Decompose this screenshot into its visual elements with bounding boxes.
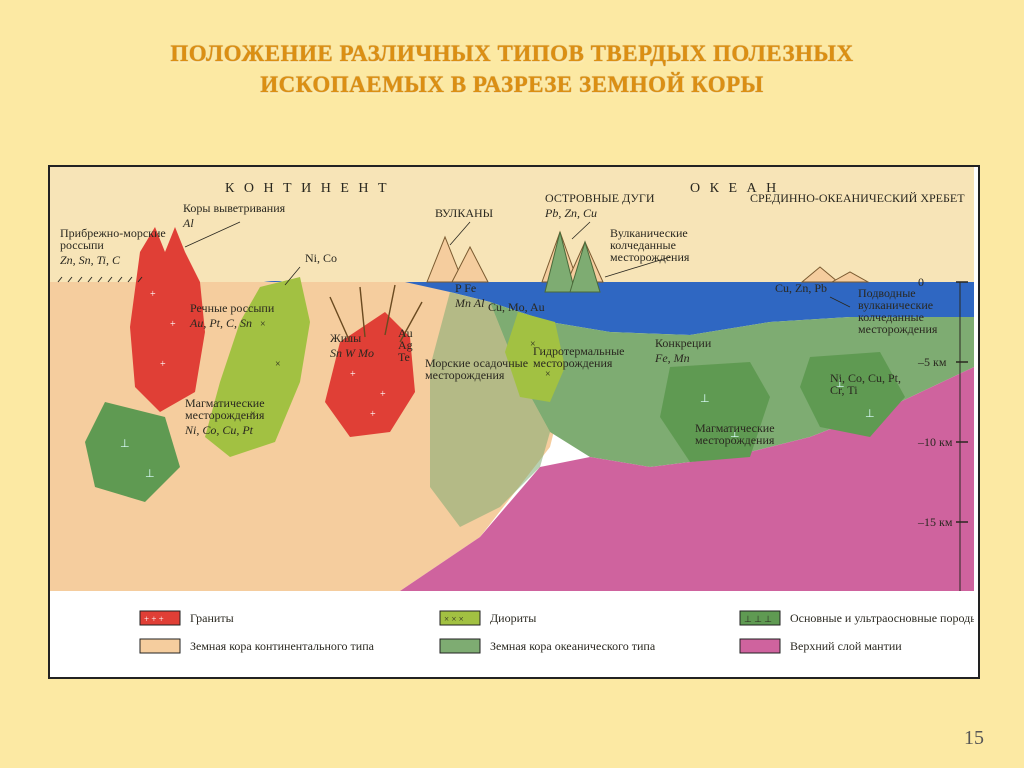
diagram-frame: ++++++×××××⊥⊥⊥⊥⊥⊥0–5 км–10 км–15 кмК О Н… bbox=[48, 165, 980, 679]
svg-text:0: 0 bbox=[918, 275, 924, 289]
svg-text:+ + +: + + + bbox=[144, 614, 164, 624]
svg-text:Ni, Co: Ni, Co bbox=[305, 251, 337, 265]
svg-text:⊥: ⊥ bbox=[700, 393, 710, 405]
svg-text:× × ×: × × × bbox=[444, 614, 464, 624]
svg-text:P Fe: P Fe bbox=[455, 281, 476, 295]
svg-text:месторождения: месторождения bbox=[695, 433, 775, 447]
svg-text:Жилы: Жилы bbox=[330, 331, 361, 345]
svg-text:Граниты: Граниты bbox=[190, 611, 234, 625]
svg-text:месторождения: месторождения bbox=[533, 356, 613, 370]
svg-text:–5 км: –5 км bbox=[917, 355, 947, 369]
svg-text:Au, Pt, C, Sn: Au, Pt, C, Sn bbox=[189, 316, 252, 330]
svg-text:ВУЛКАНЫ: ВУЛКАНЫ bbox=[435, 206, 494, 220]
svg-text:+: + bbox=[370, 409, 376, 420]
svg-text:–10 км: –10 км bbox=[917, 435, 953, 449]
svg-text:Cu, Zn, Pb: Cu, Zn, Pb bbox=[775, 281, 827, 295]
page-title: ПОЛОЖЕНИЕ РАЗЛИЧНЫХ ТИПОВ ТВЕРДЫХ ПОЛЕЗН… bbox=[0, 0, 1024, 100]
svg-text:⊥: ⊥ bbox=[120, 438, 130, 450]
svg-text:Zn, Sn, Ti, C: Zn, Sn, Ti, C bbox=[60, 253, 121, 267]
svg-text:месторождения: месторождения bbox=[425, 368, 505, 382]
svg-text:–15 км: –15 км bbox=[917, 515, 953, 529]
title-line-1: ПОЛОЖЕНИЕ РАЗЛИЧНЫХ ТИПОВ ТВЕРДЫХ ПОЛЕЗН… bbox=[0, 38, 1024, 69]
svg-text:Диориты: Диориты bbox=[490, 611, 536, 625]
title-line-2: ИСКОПАЕМЫХ В РАЗРЕЗЕ ЗЕМНОЙ КОРЫ bbox=[0, 69, 1024, 100]
svg-text:ОСТРОВНЫЕ ДУГИ: ОСТРОВНЫЕ ДУГИ bbox=[545, 191, 655, 205]
svg-text:+: + bbox=[350, 369, 356, 380]
svg-text:Основные и ультраосновные поро: Основные и ультраосновные породы bbox=[790, 611, 974, 625]
svg-text:СРЕДИННО-ОКЕАНИЧЕСКИЙ ХРЕБЕТ: СРЕДИННО-ОКЕАНИЧЕСКИЙ ХРЕБЕТ bbox=[750, 191, 965, 205]
svg-text:Te: Te bbox=[398, 350, 410, 364]
svg-text:месторождения: месторождения bbox=[610, 250, 690, 264]
page-number: 15 bbox=[964, 727, 984, 750]
svg-text:Верхний слой мантии: Верхний слой мантии bbox=[790, 639, 902, 653]
svg-text:Cr, Ti: Cr, Ti bbox=[830, 383, 858, 397]
svg-text:Pb, Zn, Cu: Pb, Zn, Cu bbox=[544, 206, 597, 220]
svg-text:Al: Al bbox=[182, 216, 194, 230]
svg-text:⊥ ⊥ ⊥: ⊥ ⊥ ⊥ bbox=[744, 614, 772, 624]
svg-text:Sn W Mo: Sn W Mo bbox=[330, 346, 374, 360]
svg-text:Cu, Mo, Au: Cu, Mo, Au bbox=[488, 300, 545, 314]
svg-text:×: × bbox=[545, 369, 551, 380]
svg-text:месторождения: месторождения bbox=[185, 408, 265, 422]
svg-text:К О Н Т И Н Е Н Т: К О Н Т И Н Е Н Т bbox=[225, 181, 390, 196]
svg-text:⊥: ⊥ bbox=[145, 468, 155, 480]
svg-text:Fe, Mn: Fe, Mn bbox=[654, 351, 690, 365]
svg-text:Земная кора континентального т: Земная кора континентального типа bbox=[190, 639, 375, 653]
svg-text:+: + bbox=[170, 319, 176, 330]
svg-text:⊥: ⊥ bbox=[865, 408, 875, 420]
svg-text:Речные россыпи: Речные россыпи bbox=[190, 301, 275, 315]
svg-text:×: × bbox=[275, 359, 281, 370]
svg-text:Ni, Co, Cu, Pt: Ni, Co, Cu, Pt bbox=[184, 423, 254, 437]
svg-text:+: + bbox=[160, 359, 166, 370]
cross-section-diagram: ++++++×××××⊥⊥⊥⊥⊥⊥0–5 км–10 км–15 кмК О Н… bbox=[50, 167, 974, 673]
page: ПОЛОЖЕНИЕ РАЗЛИЧНЫХ ТИПОВ ТВЕРДЫХ ПОЛЕЗН… bbox=[0, 0, 1024, 768]
svg-text:×: × bbox=[260, 319, 266, 330]
svg-text:Mn Al: Mn Al bbox=[454, 296, 485, 310]
svg-text:Земная кора океанического типа: Земная кора океанического типа bbox=[490, 639, 656, 653]
svg-text:+: + bbox=[380, 389, 386, 400]
svg-text:Конкреции: Конкреции bbox=[655, 336, 712, 350]
svg-text:Коры выветривания: Коры выветривания bbox=[183, 201, 286, 215]
svg-text:+: + bbox=[150, 289, 156, 300]
svg-text:месторождения: месторождения bbox=[858, 322, 938, 336]
svg-text:россыпи: россыпи bbox=[60, 238, 104, 252]
